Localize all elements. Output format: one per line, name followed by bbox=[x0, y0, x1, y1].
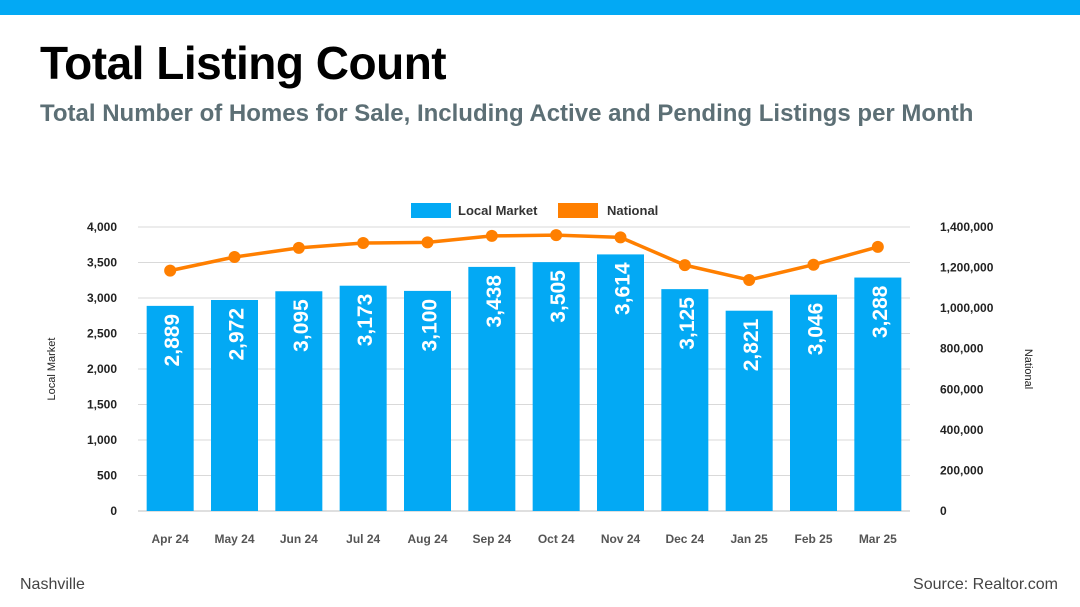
y-right-tick-label: 1,400,000 bbox=[940, 220, 994, 234]
bar-value-label: 2,972 bbox=[226, 308, 249, 361]
bar-value-label: 3,046 bbox=[805, 303, 828, 356]
bar-value-label: 3,438 bbox=[483, 275, 506, 328]
bar-value-label: 3,614 bbox=[612, 262, 635, 315]
bar bbox=[790, 294, 837, 511]
bar bbox=[597, 254, 644, 511]
y-right-tick-label: 200,000 bbox=[940, 463, 984, 477]
x-tick-label: Sep 24 bbox=[472, 532, 511, 546]
y-right-tick-label: 600,000 bbox=[940, 382, 984, 396]
y-tick-label: 3,000 bbox=[87, 291, 117, 305]
y-tick-label: 2,500 bbox=[87, 327, 117, 341]
national-point bbox=[292, 241, 305, 254]
page-subtitle: Total Number of Homes for Sale, Includin… bbox=[40, 100, 974, 127]
y-tick-label: 3,500 bbox=[87, 256, 117, 270]
national-point bbox=[678, 259, 691, 272]
national-point bbox=[421, 236, 434, 249]
bar bbox=[339, 285, 387, 511]
bar bbox=[211, 299, 258, 511]
x-tick-label: Mar 25 bbox=[859, 532, 897, 546]
y-right-tick-label: 400,000 bbox=[940, 423, 984, 437]
bar-value-label: 3,288 bbox=[869, 285, 892, 338]
bar-value-label: 2,821 bbox=[740, 318, 763, 371]
y-right-tick-label: 0 bbox=[940, 504, 947, 518]
national-point bbox=[807, 258, 820, 271]
national-point bbox=[228, 251, 241, 264]
y-right-axis-title: National bbox=[1022, 349, 1034, 389]
y-right-tick-label: 1,000,000 bbox=[940, 301, 994, 315]
national-line bbox=[169, 233, 879, 282]
bar bbox=[725, 310, 773, 511]
y-right-tick-label: 800,000 bbox=[940, 342, 984, 356]
y-axis-title: Local Market bbox=[46, 338, 58, 401]
y-tick-label: 1,000 bbox=[87, 433, 117, 447]
legend-label-national: National bbox=[607, 203, 658, 218]
x-tick-label: Jan 25 bbox=[730, 532, 768, 546]
x-tick-label: Apr 24 bbox=[151, 532, 189, 546]
legend-swatch-local bbox=[411, 203, 451, 218]
national-point bbox=[743, 273, 756, 286]
bar-value-label: 3,125 bbox=[676, 297, 699, 350]
page-title: Total Listing Count bbox=[40, 37, 447, 89]
bar-value-label: 3,505 bbox=[547, 270, 570, 323]
national-point bbox=[164, 264, 177, 277]
bar-value-label: 3,100 bbox=[419, 299, 442, 352]
y-tick-label: 500 bbox=[97, 469, 117, 483]
bar bbox=[468, 266, 516, 511]
national-point bbox=[871, 240, 884, 253]
x-tick-label: Dec 24 bbox=[665, 532, 704, 546]
national-point bbox=[614, 231, 627, 244]
legend-swatch-national bbox=[558, 203, 598, 218]
y-right-tick-label: 1,200,000 bbox=[940, 261, 994, 275]
bar-value-label: 3,173 bbox=[354, 294, 377, 347]
x-tick-label: Feb 25 bbox=[794, 532, 832, 546]
bar bbox=[854, 277, 902, 511]
x-tick-label: Aug 24 bbox=[407, 532, 447, 546]
y-tick-label: 2,000 bbox=[87, 362, 117, 376]
y-tick-label: 4,000 bbox=[87, 220, 117, 234]
x-tick-label: Nov 24 bbox=[601, 532, 641, 546]
x-tick-label: Oct 24 bbox=[538, 532, 575, 546]
national-point bbox=[550, 229, 563, 242]
bar-value-label: 2,889 bbox=[161, 314, 184, 367]
legend-label-local: Local Market bbox=[458, 203, 538, 218]
bar bbox=[275, 291, 323, 511]
y-tick-label: 0 bbox=[110, 504, 117, 518]
bar-value-label: 3,095 bbox=[290, 299, 313, 352]
x-tick-label: Jun 24 bbox=[280, 532, 318, 546]
bar bbox=[404, 290, 451, 511]
bar bbox=[146, 305, 194, 511]
national-point bbox=[485, 229, 498, 242]
national-point bbox=[357, 237, 370, 250]
y-tick-label: 1,500 bbox=[87, 398, 117, 412]
top-accent-bar bbox=[0, 0, 1080, 15]
source-label: Source: Realtor.com bbox=[913, 576, 1058, 593]
bar bbox=[532, 262, 580, 511]
x-tick-label: May 24 bbox=[214, 532, 254, 546]
location-label: Nashville bbox=[20, 576, 85, 593]
bar bbox=[661, 289, 709, 511]
x-tick-label: Jul 24 bbox=[346, 532, 380, 546]
